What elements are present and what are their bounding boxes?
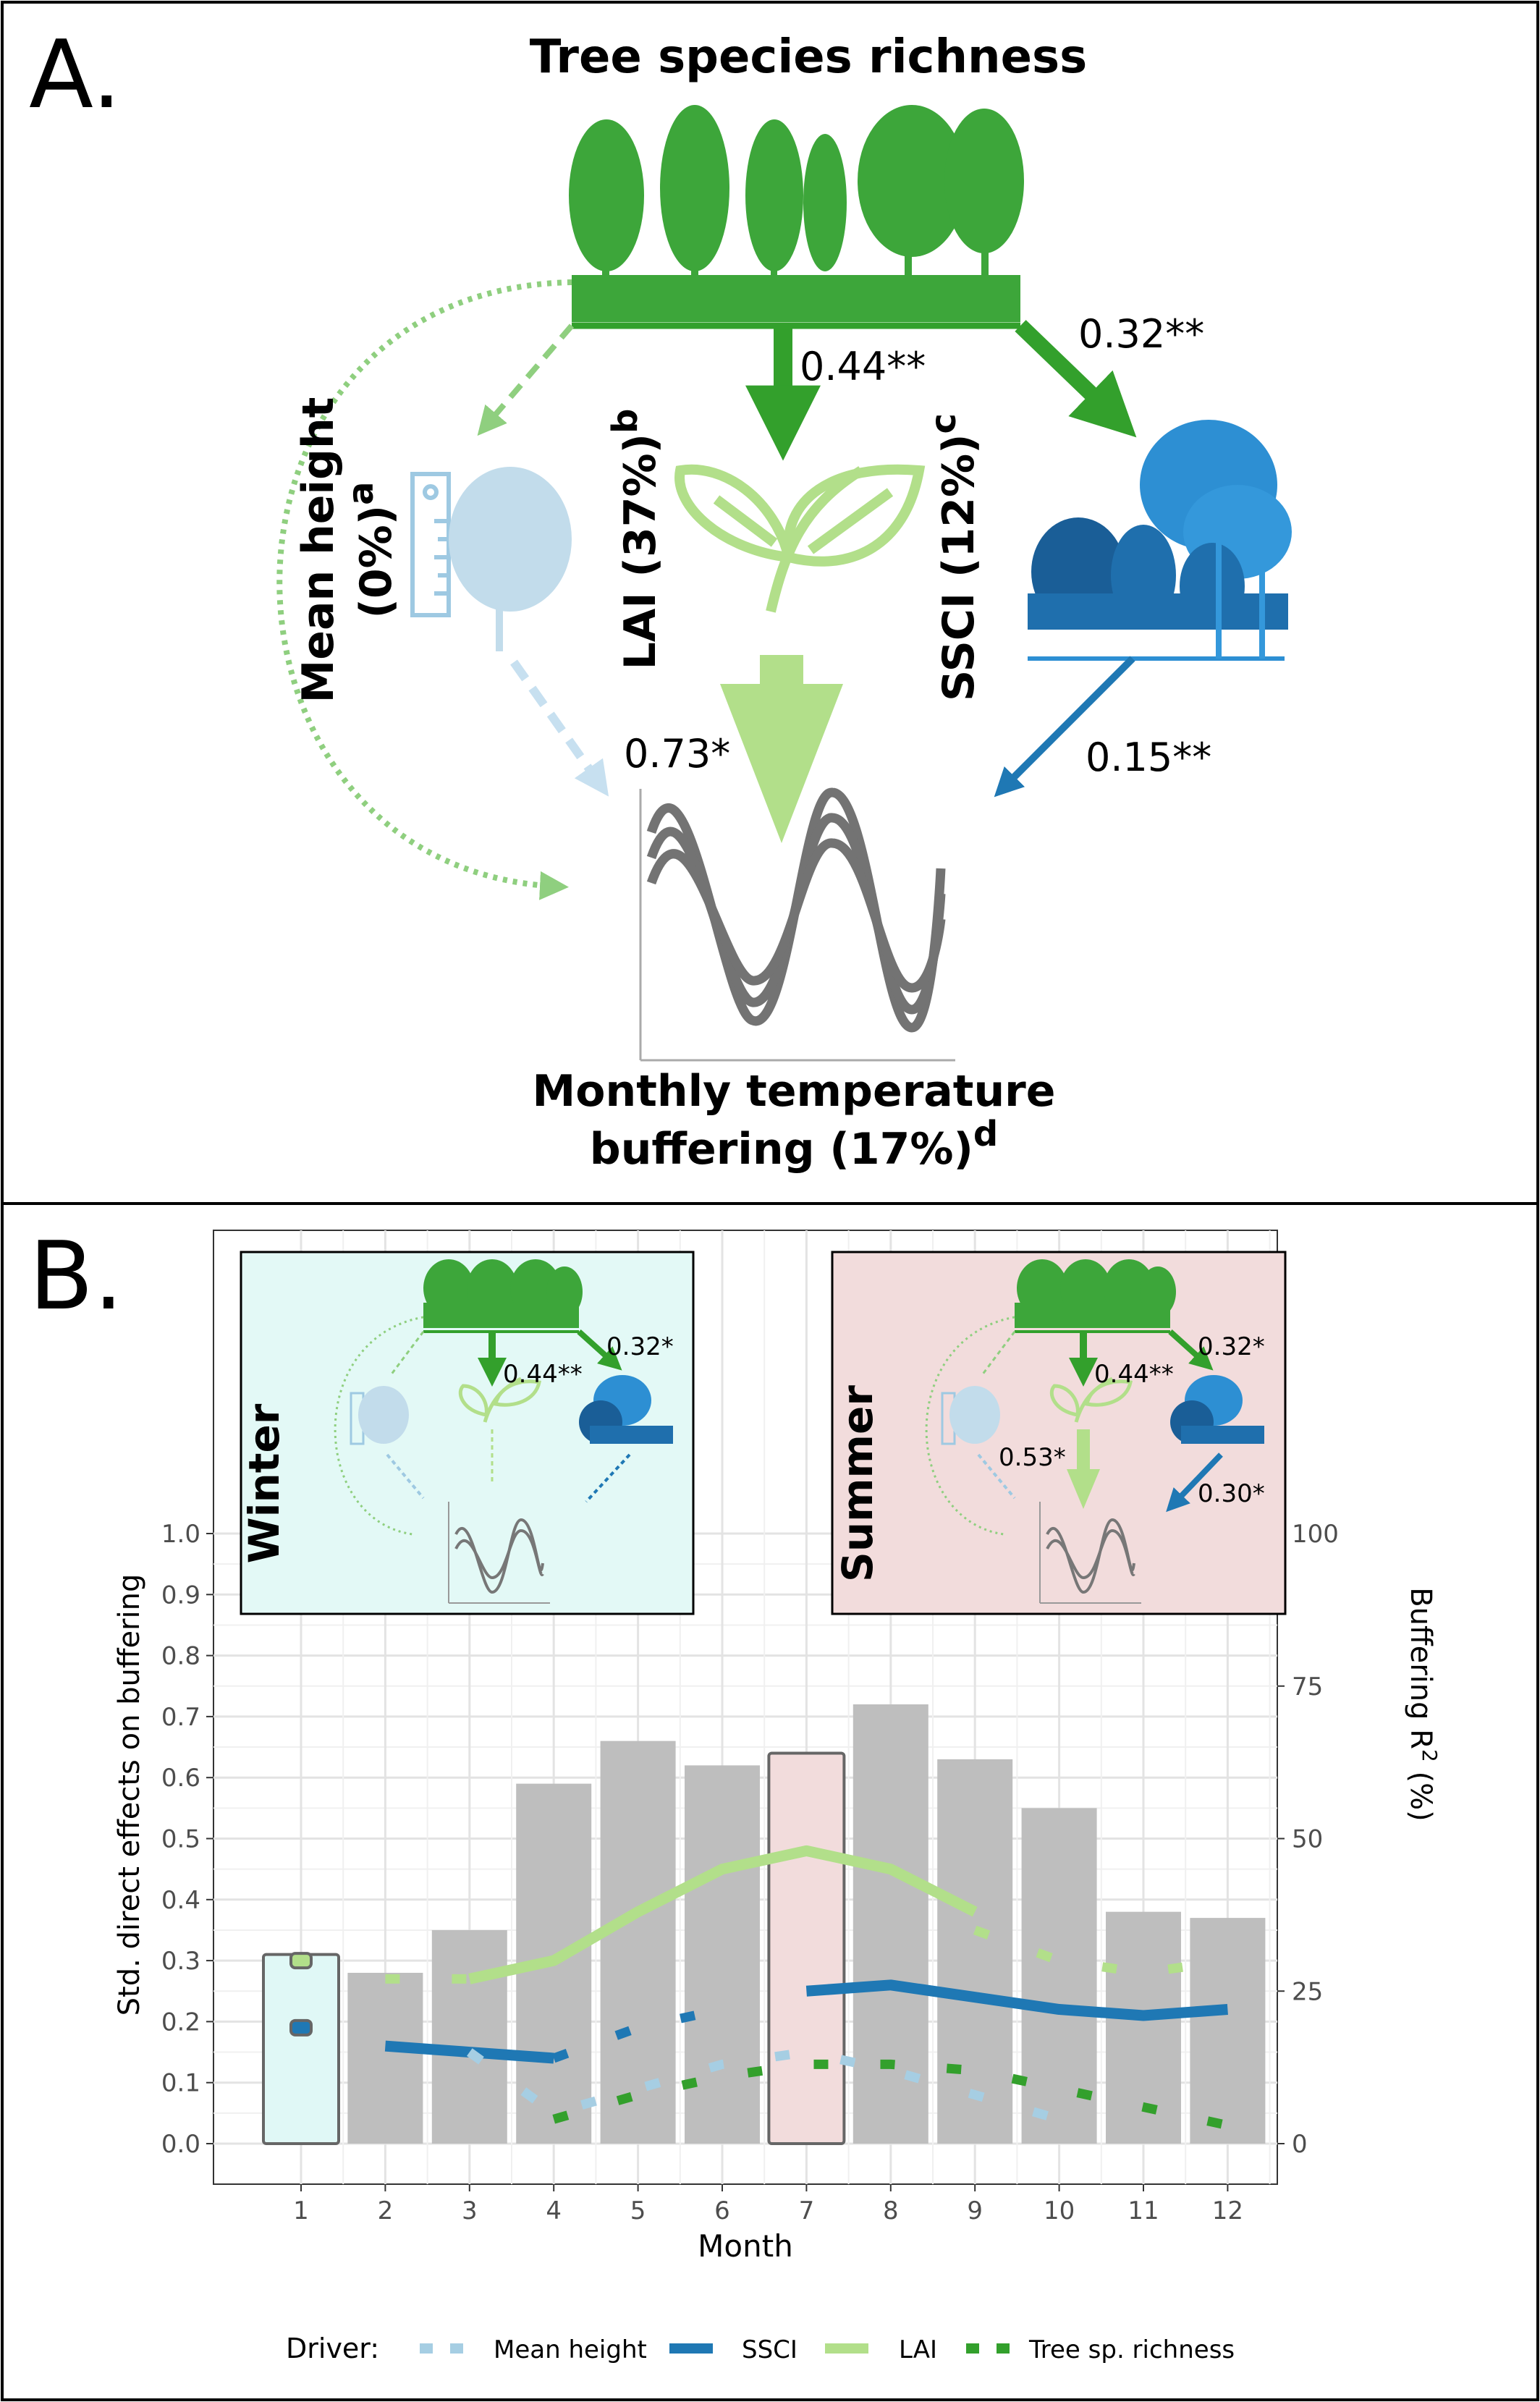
y-tick-label: 0.0 bbox=[161, 2130, 200, 2159]
tree-height-icon bbox=[449, 467, 572, 651]
legend-label-tree-sp-richness: Tree sp. richness bbox=[1028, 2335, 1235, 2364]
lai-to-buffering-arrow bbox=[720, 655, 843, 843]
x-tick-label: 2 bbox=[378, 2196, 394, 2225]
bar-month-7 bbox=[767, 1751, 846, 2145]
legend: Driver: Mean height SSCI LAI Tree sp. richn… bbox=[286, 2333, 1235, 2364]
y2-tick-label: 25 bbox=[1292, 1977, 1323, 2006]
bar-month-2 bbox=[347, 1972, 423, 2144]
buffering-wave-icon bbox=[639, 787, 955, 1062]
x-tick-label: 6 bbox=[714, 2196, 730, 2225]
inset-summer-season: Summer bbox=[833, 1385, 882, 1582]
x-tick-label: 7 bbox=[799, 2196, 815, 2225]
bar-month-9 bbox=[937, 1759, 1013, 2144]
legend-label-ssci: SSCI bbox=[742, 2335, 798, 2364]
series-line-lai-2 bbox=[468, 1845, 978, 1984]
bar-month-12 bbox=[1190, 1918, 1266, 2144]
inset-winter-coef-ssci: 0.32* bbox=[606, 1332, 674, 1361]
x-tick-label: 10 bbox=[1044, 2196, 1075, 2225]
bar-month-5 bbox=[600, 1741, 676, 2144]
legend-label-lai: LAI bbox=[899, 2335, 937, 2364]
outcome-label-line2: buffering (17%)d bbox=[590, 1114, 999, 1175]
lai-label: LAI (37%)b bbox=[605, 409, 666, 670]
y2-tick-label: 75 bbox=[1292, 1672, 1323, 1701]
panel-b: B. 0.00.10.20.30.40.50.60.70.80.91.00255… bbox=[29, 1221, 1442, 2364]
y-tick-label: 0.2 bbox=[161, 2008, 200, 2037]
x-tick-label: 3 bbox=[462, 2196, 478, 2225]
y2-tick-label: 0 bbox=[1292, 2130, 1308, 2159]
panel-b-frame bbox=[1, 1202, 1539, 2401]
forest-icon bbox=[569, 105, 1024, 322]
series-point-ssci bbox=[289, 2018, 313, 2037]
outcome-label-line1: Monthly temperature bbox=[533, 1066, 1056, 1117]
y-tick-label: 1.0 bbox=[161, 1520, 200, 1549]
y-tick-label: 0.6 bbox=[161, 1764, 200, 1793]
svg-text:LAI (37%)b: LAI (37%)b bbox=[605, 409, 666, 670]
x-tick-label: 9 bbox=[967, 2196, 983, 2225]
panel-a-title: Tree species richness bbox=[530, 30, 1087, 84]
y-tick-label: 0.4 bbox=[161, 1886, 200, 1915]
x-tick-label: 4 bbox=[546, 2196, 562, 2225]
ssci-label: SSCI (12%)c bbox=[923, 413, 984, 701]
svg-text:SSCI (12%)c: SSCI (12%)c bbox=[923, 413, 984, 701]
x-tick-label: 1 bbox=[293, 2196, 309, 2225]
y2-tick-label: 50 bbox=[1292, 1825, 1323, 1854]
coef-top-ssci: 0.32** bbox=[1078, 311, 1204, 357]
inset-winter-coef-lai: 0.44** bbox=[503, 1360, 583, 1389]
bar-month-10 bbox=[1021, 1808, 1097, 2144]
y-tick-label: 0.1 bbox=[161, 2069, 200, 2098]
coef-ssci-buffer: 0.15** bbox=[1086, 735, 1211, 780]
ruler-icon bbox=[410, 472, 451, 617]
x-tick-label: 12 bbox=[1212, 2196, 1243, 2225]
inset-summer-coef-ssci-buffer: 0.30* bbox=[1198, 1479, 1265, 1508]
inset-winter: Winter 0.44** 0.32* bbox=[240, 1251, 695, 1615]
ssci-forest-icon bbox=[1028, 420, 1292, 661]
inset-summer-coef-lai: 0.44** bbox=[1094, 1360, 1174, 1389]
inset-summer: Summer 0.44** 0.32* 0.53* bbox=[831, 1251, 1287, 1615]
svg-text:Mean height: Mean height bbox=[293, 397, 344, 703]
x-axis-title: Month bbox=[698, 2228, 793, 2264]
x-tick-label: 8 bbox=[883, 2196, 899, 2225]
series-line-ssci-2 bbox=[551, 2005, 724, 2063]
y2-tick-label: 100 bbox=[1292, 1520, 1339, 1549]
svg-text:(0%)a: (0%)a bbox=[341, 481, 402, 618]
bar-month-3 bbox=[431, 1929, 507, 2144]
inset-summer-coef-ssci: 0.32* bbox=[1198, 1332, 1265, 1361]
coef-top-lai: 0.44** bbox=[800, 344, 926, 389]
panel-b-label: B. bbox=[29, 1221, 124, 1331]
legend-title: Driver: bbox=[286, 2333, 379, 2364]
inset-summer-coef-lai-buffer: 0.53* bbox=[999, 1443, 1066, 1472]
bar-month-8 bbox=[852, 1704, 928, 2144]
panel-a-label: A. bbox=[29, 20, 122, 130]
x-tick-label: 5 bbox=[630, 2196, 646, 2225]
y-tick-label: 0.3 bbox=[161, 1947, 200, 1976]
legend-label-mean-height: Mean height bbox=[494, 2335, 647, 2364]
bar-month-1 bbox=[262, 1953, 340, 2145]
coef-lai-buffer: 0.73* bbox=[624, 731, 730, 777]
series-point-lai bbox=[289, 1952, 313, 1970]
leaf-icon bbox=[674, 464, 926, 613]
y-tick-label: 0.7 bbox=[161, 1703, 200, 1732]
inset-winter-season: Winter bbox=[240, 1403, 289, 1563]
y-axis-title: Std. direct effects on buffering bbox=[113, 1574, 146, 2016]
x-tick-label: 11 bbox=[1128, 2196, 1159, 2225]
y-tick-label: 0.8 bbox=[161, 1642, 200, 1671]
y-tick-label: 0.9 bbox=[161, 1581, 200, 1610]
panel-a: A. Tree species richness bbox=[29, 20, 1292, 1175]
bar-month-6 bbox=[685, 1765, 760, 2144]
mean-height-label: Mean height (0%)a bbox=[293, 397, 402, 703]
series-line-ssci-3 bbox=[805, 1979, 1228, 2021]
y2-axis-title: Buffering R2 (%) bbox=[1404, 1587, 1442, 1822]
y-tick-label: 0.5 bbox=[161, 1825, 200, 1854]
series-line-tree-sp-richness-0 bbox=[552, 2059, 1229, 2131]
